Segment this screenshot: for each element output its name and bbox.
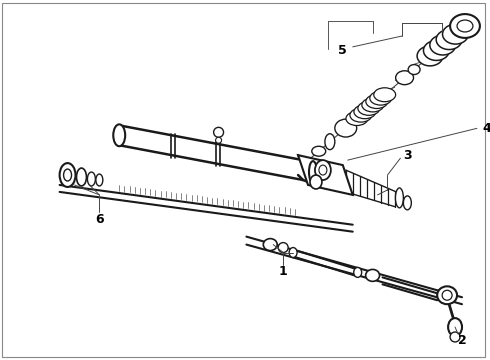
Ellipse shape bbox=[263, 239, 277, 251]
Ellipse shape bbox=[354, 105, 376, 119]
Text: 2: 2 bbox=[458, 334, 466, 347]
Ellipse shape bbox=[346, 112, 368, 126]
Ellipse shape bbox=[325, 134, 335, 150]
Ellipse shape bbox=[450, 14, 480, 38]
Text: 6: 6 bbox=[95, 213, 104, 226]
Ellipse shape bbox=[278, 243, 288, 252]
Ellipse shape bbox=[417, 46, 443, 66]
Ellipse shape bbox=[310, 175, 322, 189]
Ellipse shape bbox=[335, 119, 357, 137]
Ellipse shape bbox=[362, 98, 384, 112]
Ellipse shape bbox=[366, 95, 388, 108]
Text: 5: 5 bbox=[339, 44, 347, 57]
Text: 4: 4 bbox=[483, 122, 490, 135]
Ellipse shape bbox=[350, 108, 372, 122]
Text: 3: 3 bbox=[403, 149, 412, 162]
Ellipse shape bbox=[448, 318, 462, 336]
Ellipse shape bbox=[289, 248, 297, 257]
Ellipse shape bbox=[370, 91, 392, 105]
Ellipse shape bbox=[436, 30, 462, 50]
Ellipse shape bbox=[395, 188, 403, 208]
Ellipse shape bbox=[96, 174, 103, 186]
Ellipse shape bbox=[408, 64, 420, 75]
Ellipse shape bbox=[315, 160, 331, 180]
Ellipse shape bbox=[366, 269, 380, 282]
Ellipse shape bbox=[312, 146, 326, 156]
Polygon shape bbox=[298, 155, 353, 195]
Ellipse shape bbox=[309, 161, 317, 183]
Ellipse shape bbox=[64, 169, 72, 181]
Ellipse shape bbox=[216, 137, 221, 143]
Ellipse shape bbox=[457, 20, 473, 32]
Ellipse shape bbox=[442, 290, 452, 300]
Ellipse shape bbox=[76, 168, 86, 186]
Ellipse shape bbox=[450, 332, 460, 342]
Ellipse shape bbox=[319, 165, 327, 175]
Ellipse shape bbox=[60, 163, 75, 187]
Ellipse shape bbox=[113, 124, 125, 146]
Ellipse shape bbox=[437, 286, 457, 304]
Ellipse shape bbox=[214, 127, 223, 137]
Ellipse shape bbox=[430, 35, 456, 55]
Ellipse shape bbox=[442, 24, 468, 44]
Text: 1: 1 bbox=[279, 265, 288, 278]
Ellipse shape bbox=[374, 88, 395, 102]
Ellipse shape bbox=[403, 196, 411, 210]
Ellipse shape bbox=[395, 71, 414, 85]
Ellipse shape bbox=[423, 41, 449, 60]
Ellipse shape bbox=[87, 172, 96, 186]
Ellipse shape bbox=[358, 102, 380, 115]
Ellipse shape bbox=[354, 267, 362, 277]
